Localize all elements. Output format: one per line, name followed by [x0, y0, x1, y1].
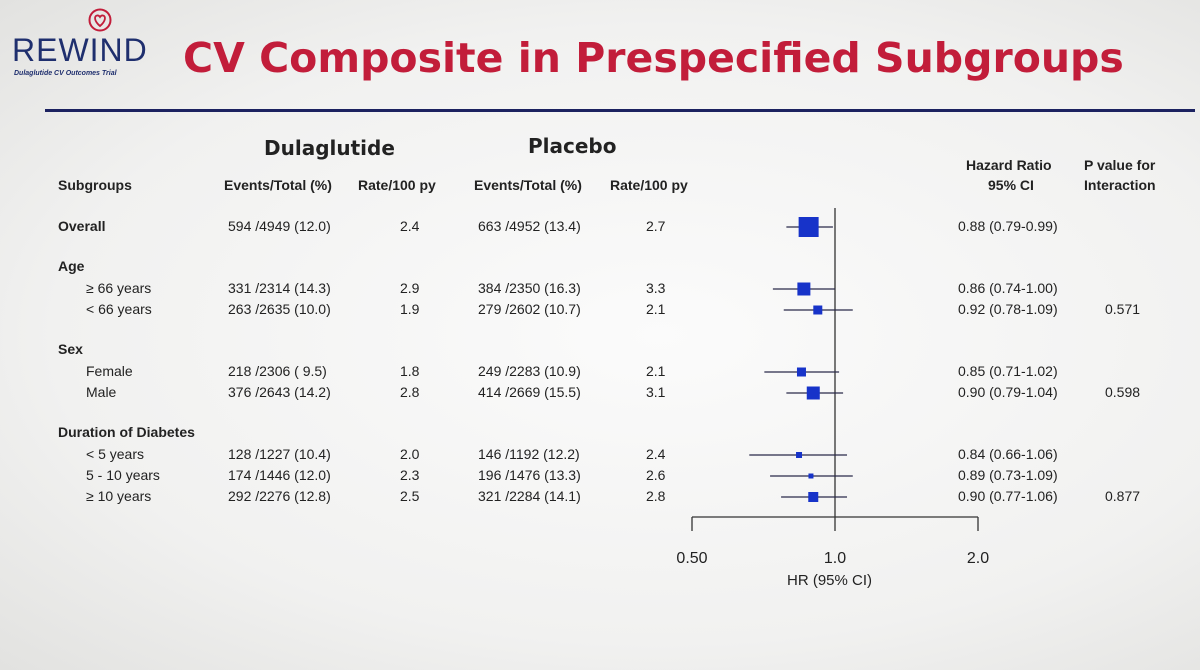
- hr-point-marker: [808, 492, 819, 502]
- dula-rate-cell: 2.5: [400, 488, 420, 504]
- dula-rate-cell: 2.0: [400, 446, 420, 462]
- hr-point-marker: [813, 305, 823, 315]
- subgroup-label: ≥ 66 years: [86, 280, 152, 296]
- subgroup-label: Male: [86, 384, 117, 400]
- x-axis-label: HR (95% CI): [787, 572, 873, 589]
- hr-point-marker: [806, 386, 820, 400]
- plac-events-cell: 249 /2283 (10.9): [478, 363, 581, 379]
- plac-events-cell: 146 /1192 (12.2): [478, 446, 580, 462]
- plac-events-cell: 663 /4952 (13.4): [478, 218, 581, 234]
- dula-rate-cell: 2.4: [400, 218, 420, 234]
- p-value-cell: 0.571: [1105, 301, 1141, 317]
- subgroup-label: Overall: [58, 218, 106, 234]
- plac-events-cell: 196 /1476 (13.3): [478, 467, 581, 483]
- subgroup-section-label: Age: [58, 258, 85, 274]
- dula-events-cell: 376 /2643 (14.2): [228, 384, 331, 400]
- hazard-ratio-cell: 0.86 (0.74-1.00): [958, 280, 1058, 296]
- x-tick-label: 1.0: [824, 550, 846, 567]
- hazard-ratio-cell: 0.88 (0.79-0.99): [958, 218, 1058, 234]
- dula-rate-header: Rate/100 py: [358, 177, 436, 193]
- dula-events-cell: 594 /4949 (12.0): [228, 218, 331, 234]
- hazard-ratio-cell: 0.90 (0.79-1.04): [958, 384, 1058, 400]
- title-divider: [45, 109, 1195, 112]
- hazard-ratio-cell: 0.84 (0.66-1.06): [958, 446, 1058, 462]
- plac-rate-cell: 2.4: [646, 446, 666, 462]
- subgroup-section-label: Sex: [58, 341, 83, 357]
- plac-events-cell: 414 /2669 (15.5): [478, 384, 581, 400]
- subgroup-label: < 66 years: [86, 301, 152, 317]
- dulaglutide-group-header: Dulaglutide: [264, 136, 395, 160]
- hazard-ratio-cell: 0.89 (0.73-1.09): [958, 467, 1058, 483]
- hazard-ratio-cell: 0.90 (0.77-1.06): [958, 488, 1058, 504]
- hr-point-marker: [798, 217, 819, 237]
- hazard-ratio-cell: 0.92 (0.78-1.09): [958, 301, 1058, 317]
- dula-rate-cell: 1.9: [400, 301, 420, 317]
- plac-rate-cell: 3.3: [646, 280, 666, 296]
- subgroup-label: < 5 years: [86, 446, 144, 462]
- hr-header-line2: 95% CI: [988, 177, 1034, 193]
- dula-rate-cell: 1.8: [400, 363, 420, 379]
- placebo-group-header: Placebo: [528, 134, 617, 158]
- plac-rate-cell: 2.1: [646, 301, 666, 317]
- hr-header-line1: Hazard Ratio: [966, 157, 1052, 173]
- subgroup-label: 5 - 10 years: [86, 467, 160, 483]
- hr-point-marker: [808, 473, 814, 479]
- logo-wordmark: REWIND: [12, 32, 148, 68]
- logo-subtitle: Dulaglutide CV Outcomes Trial: [14, 70, 117, 77]
- plac-rate-cell: 2.7: [646, 218, 666, 234]
- page-title: CV Composite in Prespecified Subgroups: [183, 34, 1124, 82]
- dula-events-cell: 128 /1227 (10.4): [228, 446, 331, 462]
- p-value-cell: 0.877: [1105, 488, 1141, 504]
- plac-events-header: Events/Total (%): [474, 177, 582, 193]
- hr-point-marker: [796, 452, 803, 458]
- hr-point-marker: [796, 367, 806, 377]
- plac-events-cell: 279 /2602 (10.7): [478, 301, 581, 317]
- dula-rate-cell: 2.8: [400, 384, 420, 400]
- pvalue-header-line1: P value for: [1084, 157, 1156, 173]
- plac-rate-cell: 2.1: [646, 363, 666, 379]
- plac-rate-header: Rate/100 py: [610, 177, 688, 193]
- plac-rate-cell: 3.1: [646, 384, 666, 400]
- plac-events-cell: 321 /2284 (14.1): [478, 488, 581, 504]
- dula-events-cell: 174 /1446 (12.0): [228, 467, 331, 483]
- rewind-heart-icon: [88, 8, 112, 32]
- plac-rate-cell: 2.6: [646, 467, 666, 483]
- x-tick-label: 2.0: [967, 550, 989, 567]
- dula-events-cell: 331 /2314 (14.3): [228, 280, 331, 296]
- hr-point-marker: [797, 282, 811, 296]
- dula-events-cell: 218 /2306 ( 9.5): [228, 363, 327, 379]
- plac-rate-cell: 2.8: [646, 488, 666, 504]
- p-value-cell: 0.598: [1105, 384, 1141, 400]
- rewind-logo: REWIND Dulaglutide CV Outcomes Trial: [6, 4, 156, 84]
- pvalue-header-line2: Interaction: [1084, 177, 1156, 193]
- plac-events-cell: 384 /2350 (16.3): [478, 280, 581, 296]
- subgroup-section-label: Duration of Diabetes: [58, 424, 195, 440]
- x-tick-label: 0.50: [676, 550, 707, 567]
- dula-rate-cell: 2.3: [400, 467, 420, 483]
- hazard-ratio-cell: 0.85 (0.71-1.02): [958, 363, 1058, 379]
- subgroup-label: Female: [86, 363, 133, 379]
- subgroup-label: ≥ 10 years: [86, 488, 152, 504]
- dula-events-header: Events/Total (%): [224, 177, 332, 193]
- dula-rate-cell: 2.9: [400, 280, 420, 296]
- dula-events-cell: 263 /2635 (10.0): [228, 301, 331, 317]
- subgroups-header: Subgroups: [58, 177, 132, 193]
- dula-events-cell: 292 /2276 (12.8): [228, 488, 331, 504]
